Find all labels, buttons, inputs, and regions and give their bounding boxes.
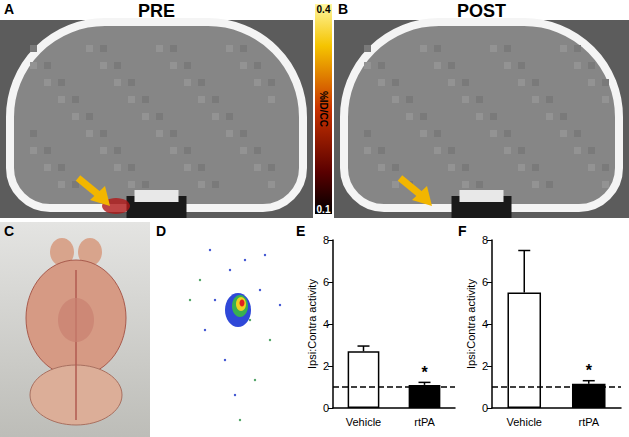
svg-text:Vehicle: Vehicle xyxy=(507,416,542,428)
svg-text:4: 4 xyxy=(482,318,488,330)
svg-text:6: 6 xyxy=(482,276,488,288)
svg-text:2: 2 xyxy=(482,360,488,372)
svg-text:C: C xyxy=(4,223,14,239)
svg-text:0: 0 xyxy=(323,402,329,414)
svg-text:rtPA: rtPA xyxy=(578,416,599,428)
svg-text:rtPA: rtPA xyxy=(414,416,435,428)
svg-text:0: 0 xyxy=(482,402,488,414)
svg-text:B: B xyxy=(338,1,348,17)
svg-text:POST: POST xyxy=(457,1,506,21)
svg-text:*: * xyxy=(421,364,428,381)
svg-text:8: 8 xyxy=(323,234,329,246)
svg-text:Ipsi:Contra activity: Ipsi:Contra activity xyxy=(465,279,477,369)
svg-text:0.4: 0.4 xyxy=(317,4,331,15)
svg-text:A: A xyxy=(4,1,14,17)
svg-text:*: * xyxy=(586,362,593,379)
svg-text:%ID/CC: %ID/CC xyxy=(318,91,329,127)
svg-text:F: F xyxy=(458,223,467,239)
svg-text:0.1: 0.1 xyxy=(317,204,331,215)
svg-text:2: 2 xyxy=(323,360,329,372)
svg-text:6: 6 xyxy=(323,276,329,288)
svg-text:D: D xyxy=(156,223,166,239)
svg-text:8: 8 xyxy=(482,234,488,246)
svg-text:Ipsi:Contra activity: Ipsi:Contra activity xyxy=(306,279,318,369)
svg-text:PRE: PRE xyxy=(138,1,175,21)
svg-text:4: 4 xyxy=(323,318,329,330)
svg-text:Vehicle: Vehicle xyxy=(346,416,381,428)
svg-text:E: E xyxy=(296,223,305,239)
